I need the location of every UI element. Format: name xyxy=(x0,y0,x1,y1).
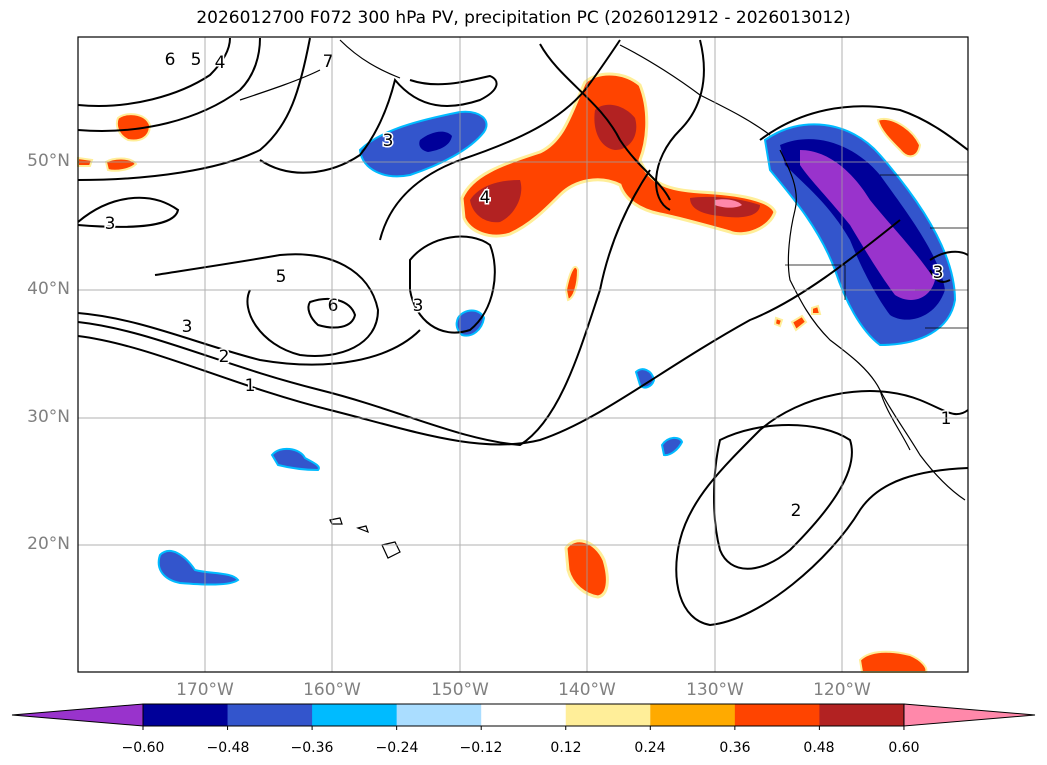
graticule xyxy=(78,37,968,672)
colorbar-frame xyxy=(142,703,905,727)
colorbar-segment xyxy=(819,704,905,726)
colorbar-segment xyxy=(396,704,482,726)
contour-nw-1 xyxy=(77,37,231,107)
colorbar-tick-label: 0.36 xyxy=(719,740,751,756)
precip-area-nw-us-extreme xyxy=(800,150,935,300)
precip-positive-areas xyxy=(77,72,928,673)
contour-5 xyxy=(154,253,380,357)
contour-label: 7 xyxy=(323,52,334,72)
precip-area-band-core-1 xyxy=(470,180,522,223)
contour-label: 1 xyxy=(941,409,952,429)
pv-contours xyxy=(77,37,969,627)
colorbar-tick-label: 0.48 xyxy=(803,740,835,756)
contour-ne xyxy=(655,39,969,211)
lat-label: 50°N xyxy=(27,151,70,171)
contour-label: 3 xyxy=(933,263,944,283)
coast-baja xyxy=(879,389,911,451)
contour-label: 5 xyxy=(276,267,287,287)
lon-label: 120°W xyxy=(813,680,871,700)
colorbar-tick-label: −0.60 xyxy=(121,740,165,756)
coast-hawaii xyxy=(329,517,401,559)
colorbar-tick-label: −0.12 xyxy=(459,740,503,756)
contour-north xyxy=(259,74,498,174)
precip-area-small-2 xyxy=(660,436,684,457)
colorbar-segment xyxy=(565,704,651,726)
contour-east xyxy=(929,250,969,283)
precip-area-sw-hawaii xyxy=(157,550,240,586)
colorbar-tick-label: 0.12 xyxy=(550,740,582,756)
lat-label: 20°N xyxy=(27,534,70,554)
contour-3-west xyxy=(77,196,180,228)
contour-3a xyxy=(77,312,421,366)
contour-3b xyxy=(409,235,496,334)
lat-label: 30°N xyxy=(27,407,70,427)
contour-6 xyxy=(307,297,357,329)
colorbar-tick-label: −0.36 xyxy=(290,740,334,756)
coast-alaska xyxy=(239,39,771,136)
contour-3-loop xyxy=(379,39,621,241)
contour-label: 5 xyxy=(191,50,202,70)
contour-label: 3 xyxy=(182,317,193,337)
contour-1 xyxy=(77,219,901,446)
colorbar-tick-label: 0.60 xyxy=(888,740,920,756)
colorbar-tick-label: 0.24 xyxy=(634,740,666,756)
coast-west-na xyxy=(779,149,966,501)
precip-area-nw-small xyxy=(104,157,138,172)
contour-label: 3 xyxy=(413,296,424,316)
colorbar-tick-label: −0.48 xyxy=(206,740,250,756)
contour-label: 2 xyxy=(219,347,230,367)
precip-area-bc-coast xyxy=(876,117,922,158)
precip-area-calif xyxy=(773,304,822,332)
precip-area-small-1 xyxy=(634,368,656,389)
contour-label: 4 xyxy=(480,188,491,208)
contour-label: 6 xyxy=(165,50,176,70)
colorbar xyxy=(11,703,1036,730)
map-title: 2026012700 F072 300 hPa PV, precipitatio… xyxy=(196,8,851,28)
contour-nw-2 xyxy=(77,37,261,132)
border-states xyxy=(785,174,968,329)
precip-area-hawaii-n xyxy=(270,447,320,472)
precip-area-band-extreme xyxy=(715,199,742,208)
lon-label: 140°W xyxy=(558,680,616,700)
colorbar-segment xyxy=(734,704,820,726)
lon-label: 170°W xyxy=(176,680,234,700)
lon-label: 130°W xyxy=(686,680,744,700)
contour-label: 6 xyxy=(328,296,339,316)
colorbar-segment xyxy=(650,704,736,726)
lon-label: 160°W xyxy=(303,680,361,700)
colorbar-extend-right xyxy=(903,703,1036,727)
precip-area-s-edge xyxy=(858,650,928,673)
precip-area-sliver xyxy=(564,265,580,302)
contour-label: 2 xyxy=(791,501,802,521)
colorbar-tick-label: −0.24 xyxy=(375,740,419,756)
colorbar-segment xyxy=(481,704,567,726)
lon-label: 150°W xyxy=(431,680,489,700)
contour-nw-3 xyxy=(77,37,311,181)
precip-area-ne-pacific-band xyxy=(460,72,777,238)
pv-contour-labels: 6 5 4 7 3 3 5 6 3 3 2 1 4 2 1 3 xyxy=(103,49,953,523)
colorbar-extend-left xyxy=(11,703,144,727)
contour-label: 1 xyxy=(245,376,256,396)
colorbar-segment xyxy=(143,704,229,726)
contour-1-south xyxy=(675,390,969,627)
contour-label: 3 xyxy=(105,214,116,234)
contour-label: 3 xyxy=(383,131,394,151)
lat-label: 40°N xyxy=(27,279,70,299)
contour-label: 4 xyxy=(215,53,226,73)
colorbar-segment xyxy=(227,704,313,726)
map-frame xyxy=(77,36,969,673)
precip-area-gulf-core xyxy=(419,131,452,152)
contour-2 xyxy=(77,169,651,447)
precip-area-mid-pac xyxy=(455,309,486,337)
colorbar-segment xyxy=(312,704,398,726)
